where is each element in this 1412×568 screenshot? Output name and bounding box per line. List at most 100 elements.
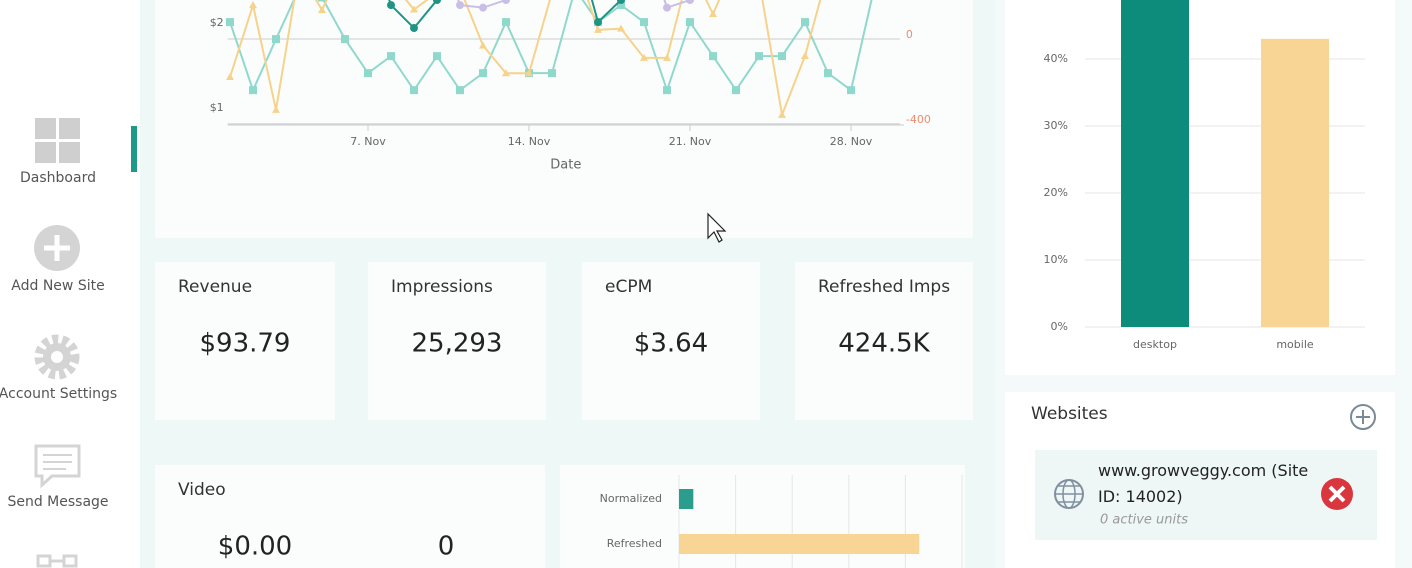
- point: [801, 52, 809, 60]
- icon: [44, 235, 70, 261]
- stat-card: [368, 262, 546, 420]
- point: [410, 86, 418, 95]
- point: [617, 24, 625, 32]
- icon: [59, 142, 80, 163]
- stat-value: 25,293: [412, 329, 503, 359]
- charts: 0 -400 $2 $1 7. Nov 14. Nov 21. Nov 28. Nov Date…: [210, 0, 1365, 568]
- point: [433, 52, 441, 61]
- point: [341, 35, 349, 44]
- point: [709, 10, 717, 18]
- icon: [35, 118, 56, 139]
- chart-card: [155, 0, 973, 238]
- point: [433, 0, 441, 4]
- point: [479, 69, 487, 78]
- point: [847, 86, 855, 95]
- stat-value: $3.64: [634, 329, 708, 359]
- nav-label: Send Message: [7, 494, 108, 510]
- icon: [51, 351, 63, 363]
- y-tick-label: 20%: [1044, 186, 1068, 199]
- websites-title: Websites: [1031, 404, 1108, 424]
- point: [778, 110, 786, 118]
- series-line: [229, 0, 873, 94]
- add-website-button[interactable]: [1350, 404, 1376, 430]
- point: [686, 0, 694, 4]
- point: [640, 18, 648, 27]
- point: [778, 52, 786, 61]
- y-tick-label: $2: [210, 16, 224, 29]
- point: [594, 18, 602, 27]
- nav-label: Dashboard: [20, 170, 96, 186]
- bar: [679, 489, 694, 509]
- active-indicator: [131, 126, 137, 172]
- icon: [35, 142, 56, 163]
- site-name: www.growveggy.com (Site ID: 14002): [1098, 461, 1309, 506]
- point: [686, 18, 694, 27]
- y-tick-label: Normalized: [600, 492, 662, 505]
- point: [272, 105, 280, 113]
- video-card: [155, 465, 545, 568]
- x-tick-label: 14. Nov: [508, 135, 551, 148]
- point: [709, 52, 717, 61]
- point: [249, 1, 257, 9]
- point: [663, 3, 671, 12]
- device-card: [1005, 0, 1395, 375]
- point: [640, 53, 648, 61]
- stat-card: [155, 262, 335, 420]
- y2-tick-label: 0: [906, 28, 913, 41]
- stat-label: Impressions: [391, 277, 493, 297]
- x-tick-label: 28. Nov: [830, 135, 873, 148]
- point: [663, 53, 671, 61]
- point: [318, 5, 326, 13]
- add-site-link[interactable]: Add New Site: [11, 225, 105, 294]
- icon: [59, 118, 80, 139]
- point: [502, 69, 510, 77]
- y-tick-label: $1: [210, 101, 224, 114]
- point: [318, 0, 326, 2]
- stat-card: [582, 262, 760, 420]
- point: [824, 69, 832, 78]
- bar: [1121, 0, 1189, 327]
- point: [364, 69, 372, 78]
- plot: [1121, 0, 1329, 328]
- stat-value: $93.79: [200, 329, 291, 359]
- y-tick-label: 30%: [1044, 119, 1068, 132]
- point: [663, 86, 671, 95]
- stat-value: 424.5K: [838, 329, 930, 359]
- point: [594, 25, 602, 33]
- message-link[interactable]: Send Message: [7, 444, 109, 510]
- x-tick-label: mobile: [1276, 338, 1314, 351]
- point: [548, 69, 556, 78]
- icon: [1328, 485, 1346, 503]
- point: [249, 86, 257, 95]
- video-value: 0: [438, 532, 455, 562]
- remove-site-button[interactable]: [1321, 478, 1353, 510]
- cursor: [707, 212, 727, 243]
- site-row: [1035, 450, 1377, 540]
- point: [387, 1, 395, 10]
- settings-link[interactable]: Account Settings: [0, 334, 117, 402]
- point: [479, 41, 487, 49]
- icon: [1356, 410, 1370, 424]
- stat-label: Refreshed Imps: [818, 277, 950, 297]
- x-tick-label: desktop: [1133, 338, 1177, 351]
- video-title: Video: [178, 480, 226, 500]
- x-tick-label: 21. Nov: [669, 135, 712, 148]
- icon: [43, 454, 72, 470]
- dashboard-link[interactable]: Dashboard: [20, 118, 96, 186]
- point: [617, 1, 625, 10]
- point: [502, 0, 510, 4]
- point: [456, 1, 464, 10]
- site-units: 0 active units: [1100, 513, 1188, 528]
- point: [525, 69, 533, 77]
- plot: [226, 0, 873, 119]
- nav-label: Add New Site: [11, 278, 104, 294]
- stat-label: eCPM: [605, 277, 652, 297]
- point: [617, 0, 625, 4]
- bar: [1261, 38, 1329, 328]
- icon: [34, 334, 80, 380]
- y-tick-label: Refreshed: [607, 537, 662, 550]
- y-tick-label: 10%: [1044, 253, 1068, 266]
- y-tick-label: 0%: [1051, 320, 1068, 333]
- point: [801, 18, 809, 27]
